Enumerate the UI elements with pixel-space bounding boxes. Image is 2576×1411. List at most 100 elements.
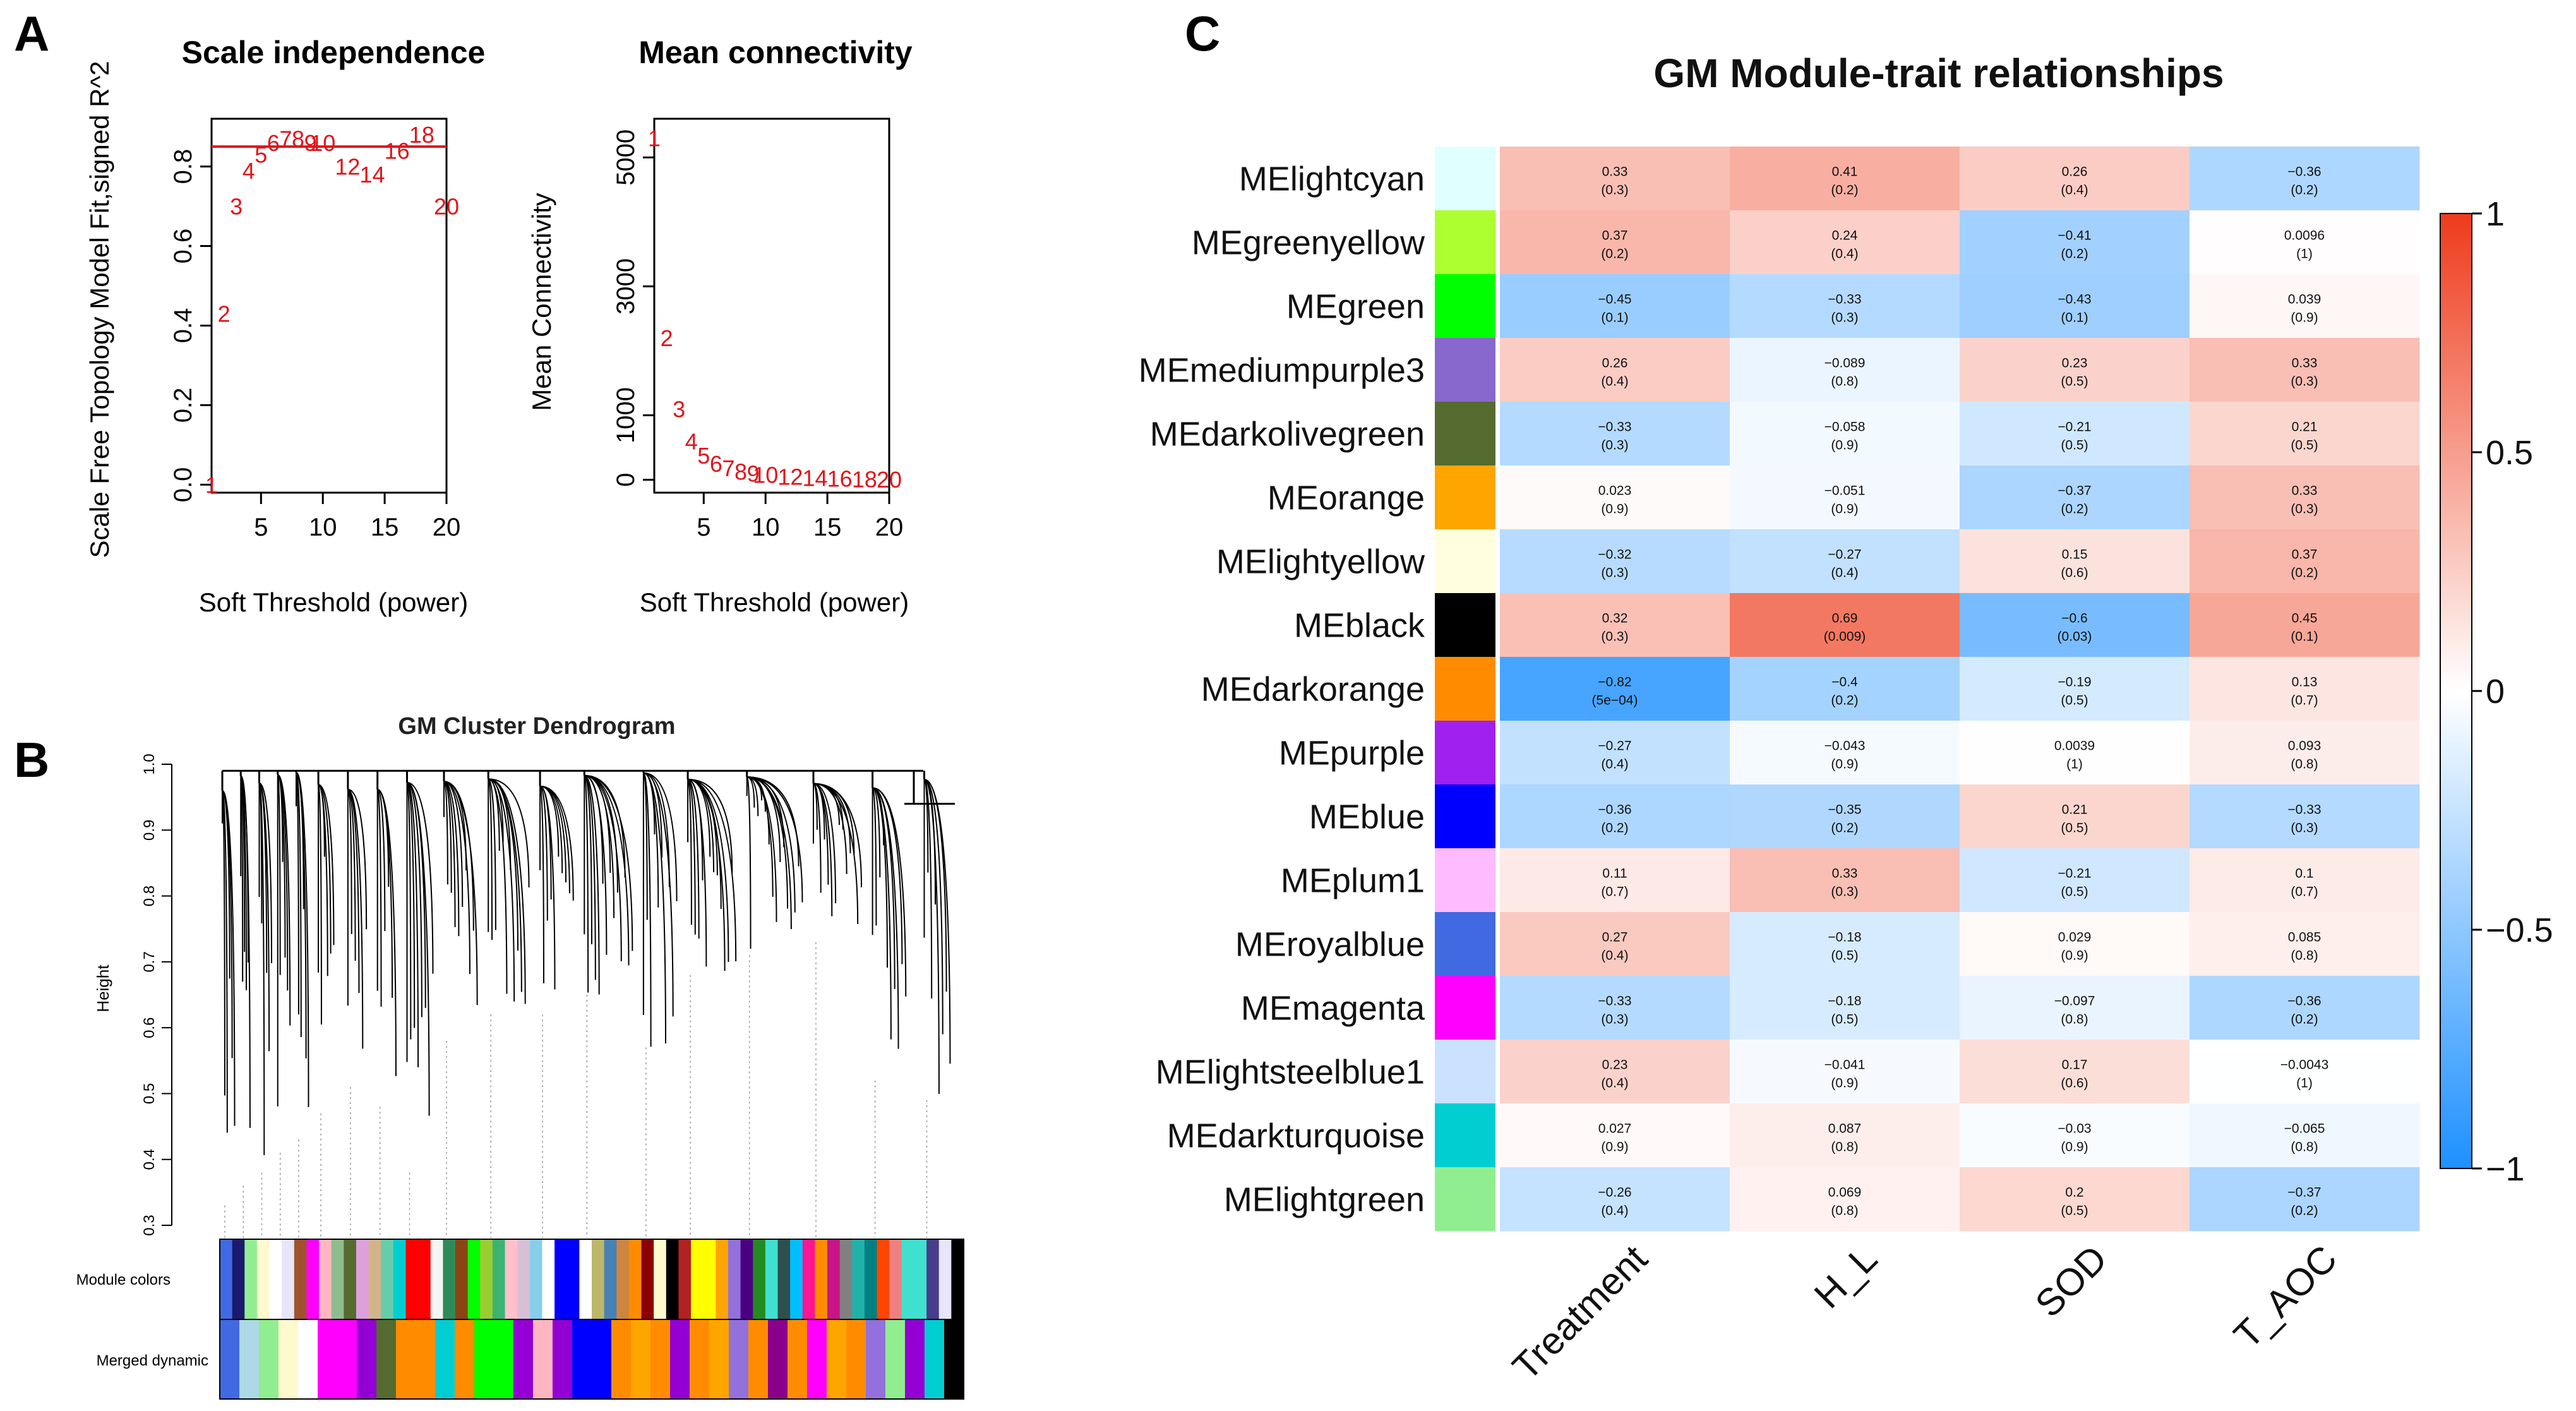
track-segment	[566, 1239, 580, 1319]
heatmap-cell	[1730, 657, 1960, 721]
cell-pvalue: (0.5)	[2061, 693, 2088, 708]
module-swatch	[1435, 657, 1495, 721]
leaf	[407, 782, 419, 1067]
heatmap-cells: 0.33 (0.3) 0.41 (0.2) 0.26 (0.4) −0.36 (0.2) 0.3…	[1500, 147, 2420, 1232]
heatmap-cell	[2190, 593, 2420, 657]
cell-correlation: 0.69	[1832, 611, 1858, 626]
scale-independence-plot: Scale independence Scale Free Topology M…	[85, 35, 485, 617]
cell-correlation: 0.23	[2062, 356, 2088, 371]
power-point: 14	[803, 465, 828, 491]
power-point: 6	[710, 451, 722, 477]
track-segment	[319, 1239, 332, 1319]
leaf	[406, 782, 416, 1028]
power-point: 3	[673, 396, 685, 422]
track-segment	[435, 1319, 455, 1399]
track-segment	[376, 1319, 397, 1399]
cell-pvalue: (0.3)	[1601, 183, 1628, 198]
power-point: 5	[255, 142, 267, 168]
cell-correlation: −0.36	[1598, 803, 1631, 817]
heatmap-cell	[1960, 912, 2190, 976]
leaf	[813, 783, 859, 924]
colorbar-tick-label: 0.5	[2486, 434, 2533, 472]
heatmap-cell	[2190, 912, 2420, 976]
track-segment	[951, 1239, 964, 1319]
leaf	[746, 776, 796, 913]
heatmap-cell	[1960, 1167, 2190, 1232]
cell-correlation: −0.19	[2058, 675, 2091, 690]
y-tick-label: 0.3	[141, 1215, 158, 1235]
cell-pvalue: (0.9)	[1601, 1140, 1628, 1155]
track-segment	[691, 1239, 704, 1319]
module-swatch	[1435, 338, 1495, 402]
track-segment	[239, 1319, 260, 1399]
cell-correlation: −0.33	[2287, 803, 2321, 817]
leaf	[377, 789, 397, 1076]
cell-pvalue: (0.2)	[1831, 183, 1858, 198]
track-segment	[914, 1239, 927, 1319]
cell-pvalue: (0.5)	[2061, 1204, 2088, 1218]
heatmap-cell	[1500, 338, 1730, 402]
heatmap-cell	[1960, 465, 2190, 530]
track-segment	[318, 1319, 338, 1399]
track-segment	[768, 1319, 788, 1399]
leaf	[258, 783, 265, 1155]
track-segment	[864, 1239, 878, 1319]
heatmap-cell	[2190, 274, 2420, 339]
cell-correlation: 0.11	[1602, 867, 1627, 881]
row-label: MEmediumpurple3	[1139, 352, 1425, 390]
heatmap-cell	[1730, 721, 1960, 785]
track-segment	[298, 1319, 318, 1399]
heatmap-cell	[2190, 338, 2420, 402]
y-tick-label: 0	[612, 472, 640, 486]
cell-pvalue: (0.6)	[2061, 1076, 2088, 1091]
cell-correlation: −0.0043	[2280, 1058, 2329, 1072]
cell-correlation: −0.43	[2058, 292, 2091, 307]
leaf	[277, 774, 281, 975]
y-tick-label: 0.7	[141, 951, 158, 972]
row-label: MEdarkturquoise	[1167, 1117, 1425, 1155]
track-segment	[926, 1239, 940, 1319]
module-swatch	[1435, 1167, 1495, 1231]
y-ticks: 0.3 0.4 0.5 0.6 0.7 0.8 0.9 1.0	[141, 754, 172, 1236]
power-point: 4	[685, 428, 698, 454]
cell-pvalue: (0.9)	[1831, 1076, 1858, 1091]
heatmap-cell	[1960, 1103, 2190, 1168]
cell-pvalue: (0.3)	[1601, 566, 1628, 580]
cell-correlation: 0.21	[2292, 420, 2318, 435]
y-tick-label: 0.6	[141, 1017, 158, 1038]
panel-label-b: B	[14, 732, 49, 788]
track-segment	[666, 1239, 680, 1319]
leaf	[222, 790, 225, 1096]
track-segment	[846, 1319, 866, 1399]
heatmap-cell	[1500, 274, 1730, 339]
cell-correlation: −0.37	[2287, 1186, 2321, 1200]
power-point: 7	[279, 126, 292, 152]
heatmap-cell	[2190, 1103, 2420, 1168]
track-segment	[827, 1239, 841, 1319]
heatmap-cell	[1960, 848, 2190, 913]
cell-correlation: 0.069	[1828, 1186, 1862, 1200]
heatmap-cell	[1960, 721, 2190, 785]
column-label: H_L	[1806, 1237, 1885, 1316]
heatmap-cell	[1960, 402, 2190, 466]
leaf	[443, 781, 460, 937]
leaf	[318, 784, 335, 946]
cell-correlation: −0.36	[2287, 994, 2321, 1009]
track-segment	[259, 1319, 279, 1399]
heatmap-cell	[1960, 976, 2190, 1040]
heatmap-cell	[1730, 1103, 1960, 1168]
track-segment	[740, 1239, 753, 1319]
leaf	[488, 778, 515, 1002]
cell-pvalue: (0.3)	[1601, 438, 1628, 453]
cell-correlation: −0.089	[1824, 356, 1866, 371]
cell-pvalue: (0.3)	[2291, 375, 2318, 389]
leaf	[347, 788, 352, 934]
track-segment	[889, 1239, 902, 1319]
power-point: 1	[205, 472, 218, 498]
row-label: MElightcyan	[1239, 160, 1425, 198]
y-tick-label: 0.2	[169, 388, 197, 423]
cell-pvalue: (0.7)	[2291, 885, 2318, 899]
leaf	[688, 779, 733, 873]
cell-pvalue: (0.8)	[2061, 1012, 2088, 1027]
track-segment	[220, 1319, 240, 1399]
